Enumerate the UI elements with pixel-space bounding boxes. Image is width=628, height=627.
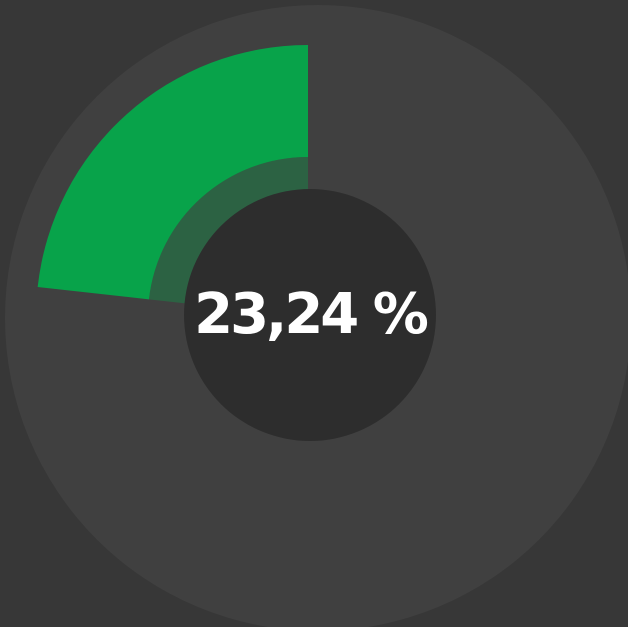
value-label: 23,24 % <box>194 282 428 347</box>
center-disc <box>184 189 436 441</box>
progress-inner-band <box>148 157 308 304</box>
marks <box>37 45 308 304</box>
progress-arc <box>37 45 308 300</box>
